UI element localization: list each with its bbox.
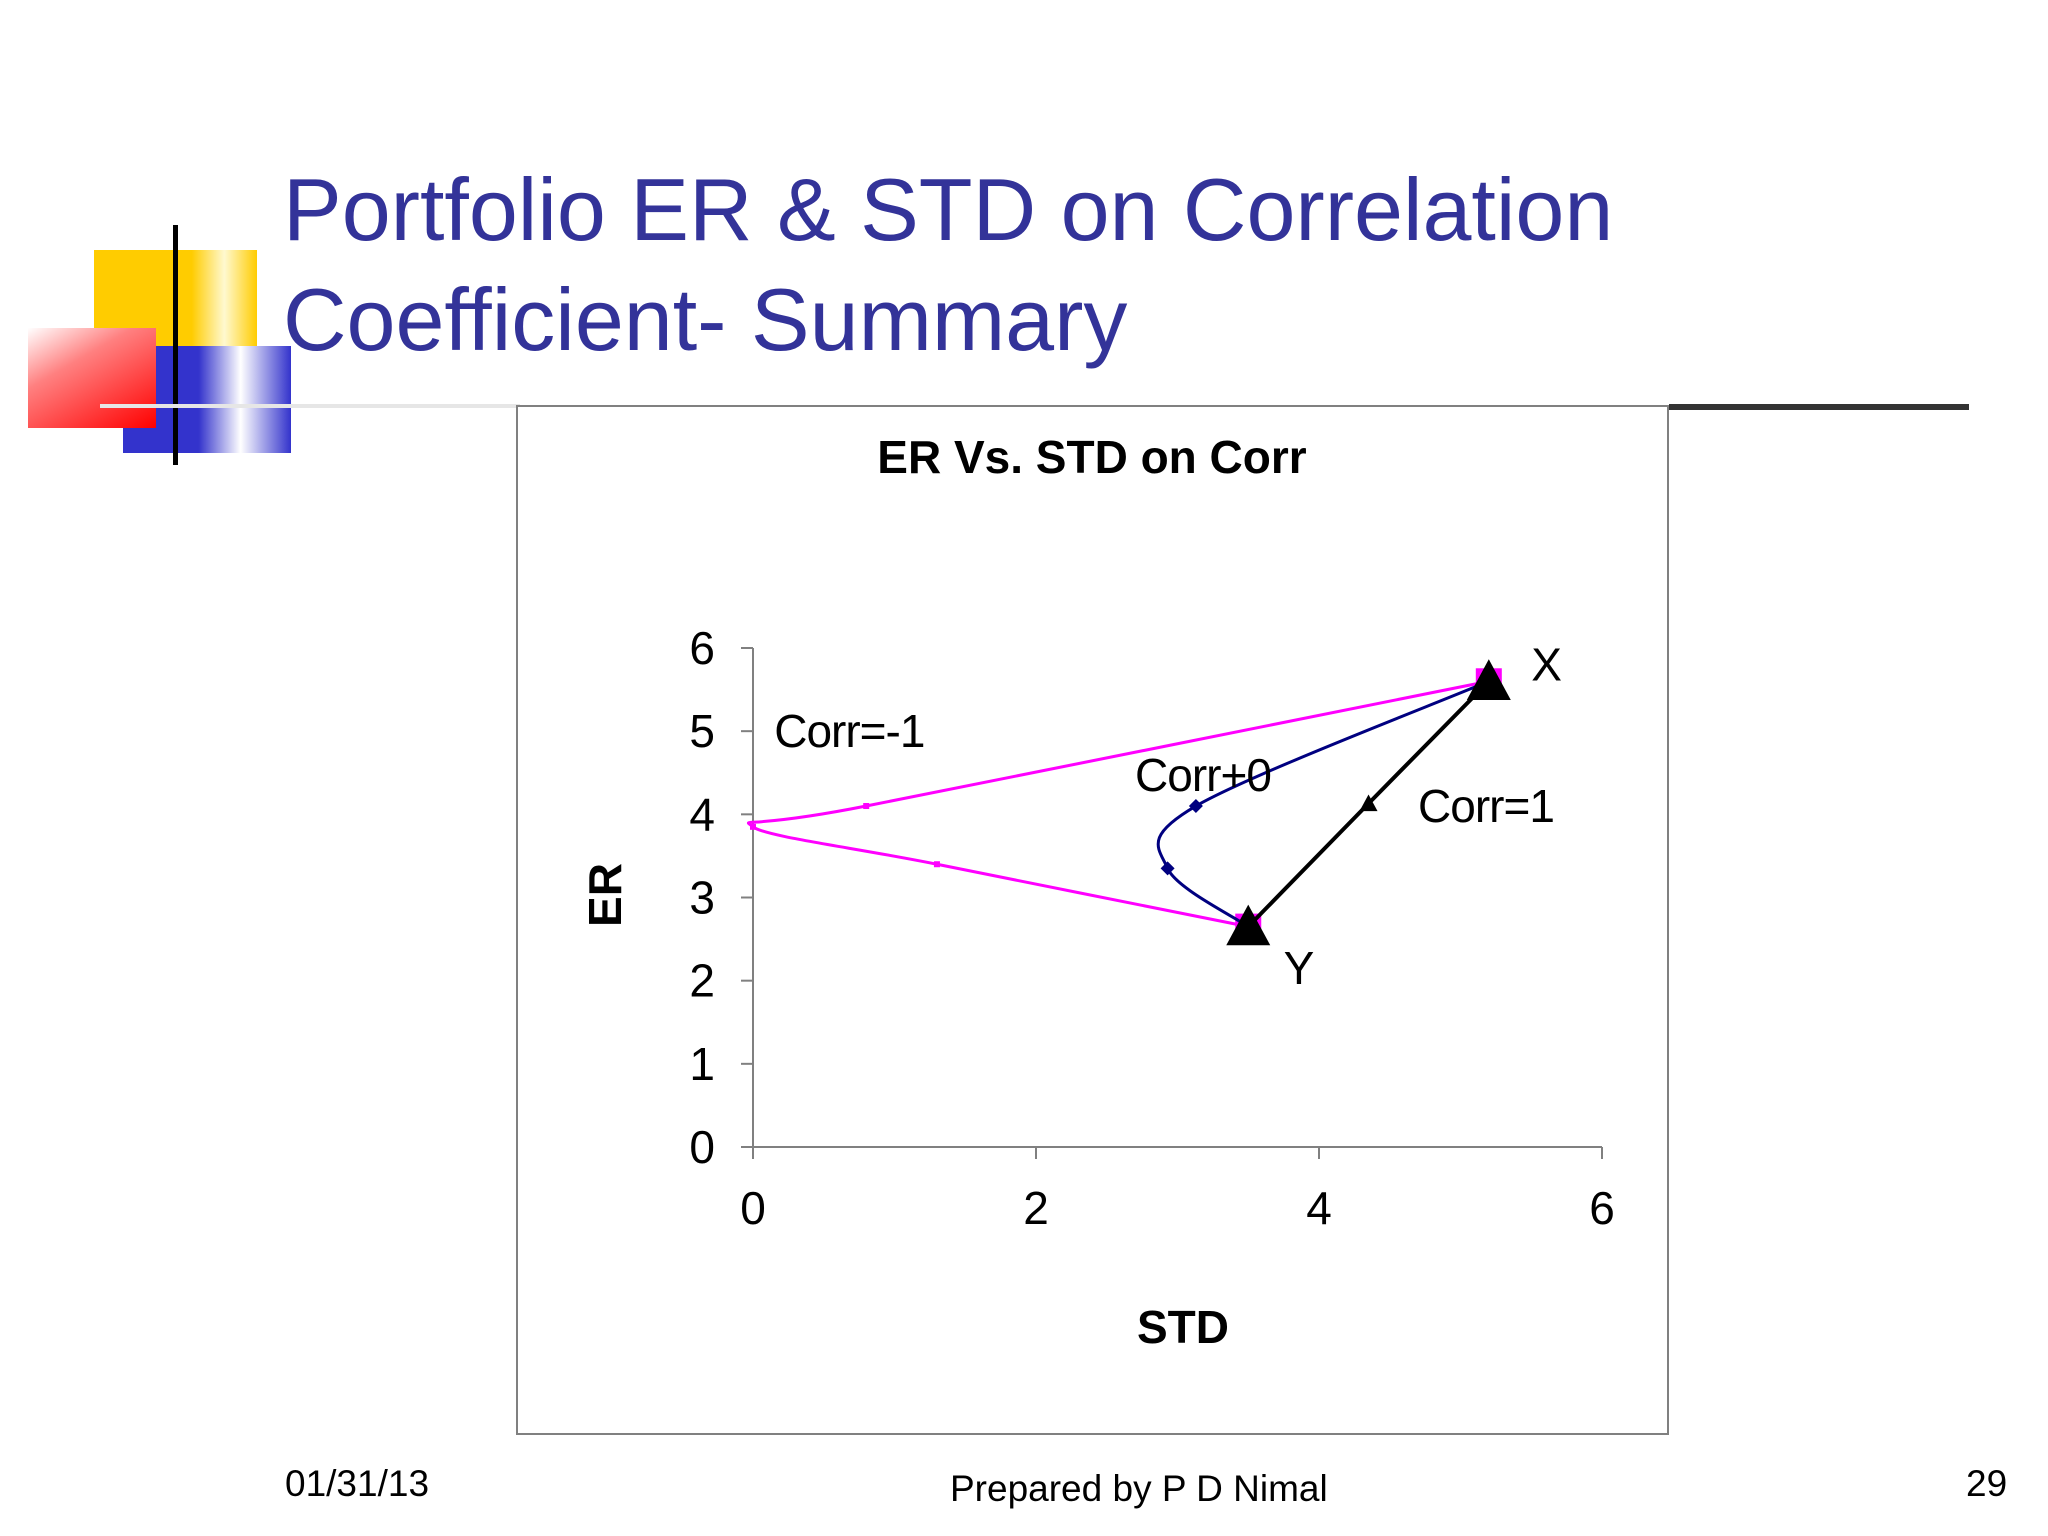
slide-title: Portfolio ER & STD on Correlation Coeffi… [283, 155, 1783, 375]
x-tick-label: 6 [1589, 1182, 1615, 1234]
chart-svg: ER Vs. STD on Corr 0 1 2 3 4 5 6 0 2 4 6 STD ER Corr=-… [579, 431, 1615, 1353]
series-line-2 [1156, 679, 1490, 928]
chart-annotation: Corr+0 [1135, 749, 1271, 801]
footer-author: Prepared by P D Nimal [950, 1468, 1328, 1509]
y-tick-label: 3 [689, 872, 715, 924]
chart-annotation: Y [1284, 942, 1314, 994]
deco-vertical-line [173, 225, 178, 465]
series-point-corr-0 [1160, 861, 1175, 876]
series-point-corr-0 [1188, 799, 1203, 814]
x-tick-label: 0 [740, 1182, 766, 1234]
chart-frame [516, 405, 1669, 1435]
series-point-corr-1 [1226, 904, 1271, 946]
footer-page-number: 29 [1966, 1463, 2008, 1504]
title-underline-left [100, 404, 520, 408]
series-point-corr-1 [1466, 659, 1511, 700]
y-axis-label: ER [579, 863, 631, 927]
y-tick-label: 5 [689, 705, 715, 757]
slide-title-line-2: Coefficient- Summary [283, 270, 1128, 369]
series-point-corr-neg1 [933, 861, 940, 868]
x-axis-label: STD [1137, 1301, 1229, 1353]
chart-title: ER Vs. STD on Corr [877, 431, 1306, 483]
y-tick-label: 4 [689, 788, 715, 840]
series-point-corr-1 [1359, 794, 1378, 812]
slide-title-line-1: Portfolio ER & STD on Correlation [283, 160, 1614, 259]
series-point-corr-neg1 [750, 823, 756, 830]
y-tick-label: 1 [689, 1038, 715, 1090]
chart-annotation: X [1531, 639, 1561, 691]
chart-annotation: Corr=1 [1418, 780, 1554, 832]
title-underline-right [1669, 404, 1969, 410]
deco-red-square [28, 328, 156, 428]
y-tick-label: 2 [689, 955, 715, 1007]
footer-date: 01/31/13 [285, 1463, 430, 1504]
series-line-1 [746, 679, 1490, 929]
x-tick-label: 2 [1023, 1182, 1049, 1234]
series-point-corr-neg1 [863, 803, 870, 810]
chart-annotation: Corr=-1 [774, 705, 924, 757]
y-tick-label: 6 [689, 622, 715, 674]
y-tick-label: 0 [689, 1121, 715, 1173]
x-tick-label: 4 [1306, 1182, 1332, 1234]
